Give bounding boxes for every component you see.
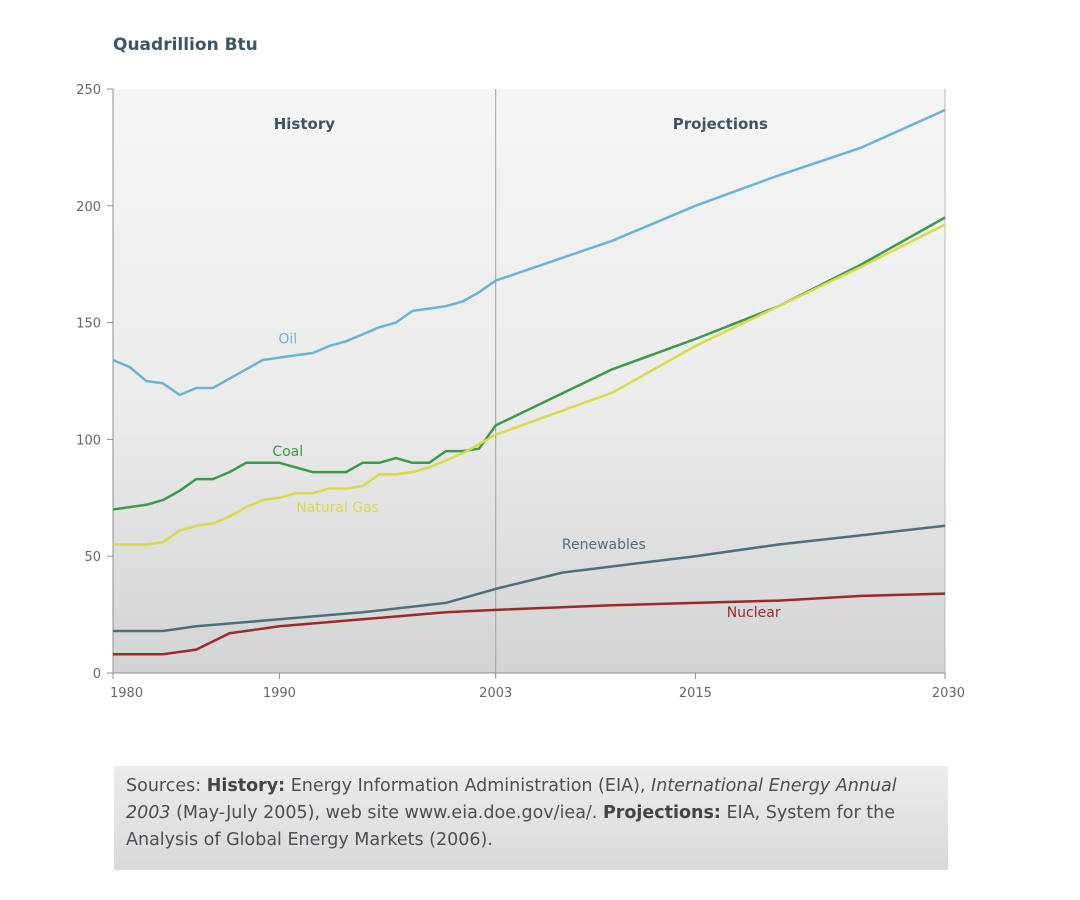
series-label-renewables: Renewables <box>562 537 646 553</box>
series-label-natural-gas: Natural Gas <box>296 500 379 516</box>
series-labels: Oil Coal Natural Gas Renewables Nuclear <box>272 332 781 621</box>
series-line-renewables <box>113 524 946 633</box>
axes: 0 50 100 150 200 250 1980 1990 2003 2015 2030 <box>76 83 965 701</box>
y-tick-label: 50 <box>84 550 101 565</box>
series-line-nuclear <box>113 592 946 656</box>
y-tick-label: 250 <box>76 83 101 98</box>
x-tick-label: 2030 <box>932 686 965 701</box>
sources-note: Sources: History: Energy Information Adm… <box>114 766 948 870</box>
history-text: Energy Information Administration (EIA), <box>285 776 652 796</box>
series-label-coal: Coal <box>272 444 303 460</box>
x-tick-label: 1980 <box>110 686 143 701</box>
series-lines <box>112 108 946 656</box>
history-tail: (May-July 2005), web site www.eia.doe.go… <box>170 803 603 823</box>
sources-prefix: Sources: <box>126 776 207 796</box>
region-label-projections: Projections <box>673 115 768 133</box>
y-tick-label: 150 <box>76 317 101 332</box>
x-tick-label: 2003 <box>479 686 512 701</box>
history-label: History: <box>206 776 286 796</box>
unit-label: Quadrillion Btu <box>113 35 258 55</box>
y-tick-label: 200 <box>76 200 101 215</box>
region-labels: History Projections <box>274 115 768 133</box>
series-line-oil <box>112 108 946 397</box>
series-line-coal <box>112 216 946 511</box>
series-line-natural-gas <box>113 223 946 546</box>
y-tick-label: 0 <box>93 667 101 682</box>
plot-area <box>113 89 945 673</box>
region-label-history: History <box>274 115 335 133</box>
x-tick-label: 2015 <box>679 686 712 701</box>
y-tick-label: 100 <box>76 433 101 448</box>
series-label-oil: Oil <box>278 332 297 348</box>
series-label-nuclear: Nuclear <box>727 605 781 621</box>
projections-text: EIA, System for the Analysis of Global E… <box>126 803 895 850</box>
x-tick-label: 1990 <box>263 686 296 701</box>
projections-label: Projections: <box>602 803 721 823</box>
history-title: International Energy Annual 2003 <box>126 776 897 823</box>
